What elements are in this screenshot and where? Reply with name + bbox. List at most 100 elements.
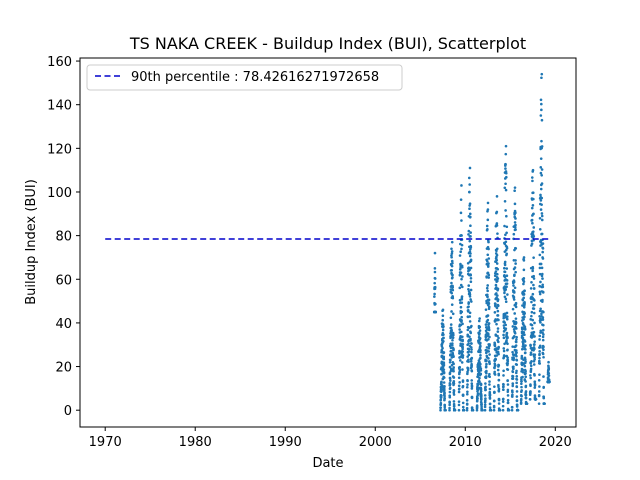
x-tick-label: 2010 xyxy=(449,435,482,450)
scatter-point xyxy=(529,287,533,290)
scatter-point xyxy=(505,331,509,335)
scatter-point xyxy=(542,355,545,359)
scatter-point xyxy=(512,328,516,331)
scatter-point xyxy=(530,242,534,245)
scatter-point xyxy=(506,348,509,352)
scatter-point xyxy=(512,365,515,369)
scatter-point xyxy=(443,392,446,395)
scatter-point xyxy=(496,294,499,297)
scatter-point xyxy=(457,408,461,412)
scatter-point xyxy=(470,346,473,349)
scatter-point xyxy=(495,249,498,253)
scatter-point xyxy=(493,274,497,278)
scatter-point xyxy=(459,198,463,201)
y-axis-ticks: 0 20 40 60 80 100 120 140 160 xyxy=(47,55,80,419)
scatter-point xyxy=(460,234,463,237)
scatter-point xyxy=(513,331,517,335)
scatter-point xyxy=(442,363,446,367)
scatter-point xyxy=(452,389,456,393)
scatter-point xyxy=(497,340,500,344)
scatter-point xyxy=(513,221,517,224)
scatter-point xyxy=(539,114,543,117)
scatter-point xyxy=(442,325,445,328)
scatter-point xyxy=(470,396,474,400)
scatter-point xyxy=(452,380,456,383)
scatter-point xyxy=(460,330,463,334)
scatter-point xyxy=(531,267,535,270)
scatter-point xyxy=(479,383,483,387)
scatter-point xyxy=(442,357,446,361)
scatter-point xyxy=(493,370,496,374)
scatter-point xyxy=(487,298,491,302)
scatter-point xyxy=(540,72,544,76)
scatter-point xyxy=(533,380,537,383)
scatter-point xyxy=(449,346,453,350)
scatter-point xyxy=(468,254,472,258)
scatter-point xyxy=(433,292,436,296)
scatter-point xyxy=(443,397,446,400)
scatter-point xyxy=(521,368,525,372)
scatter-point xyxy=(493,385,496,388)
scatter-point xyxy=(497,398,501,402)
scatter-point xyxy=(501,400,505,403)
scatter-point xyxy=(448,371,452,375)
scatter-point xyxy=(537,402,541,405)
scatter-point xyxy=(543,402,546,405)
scatter-point xyxy=(502,349,506,353)
scatter-point xyxy=(468,311,472,315)
scatter-point xyxy=(538,352,541,356)
scatter-point xyxy=(448,382,452,386)
scatter-point xyxy=(469,252,472,255)
scatter-point xyxy=(487,328,491,332)
scatter-point xyxy=(495,354,499,357)
scatter-point xyxy=(505,282,509,285)
scatter-point xyxy=(532,230,535,233)
scatter-point xyxy=(495,272,499,276)
scatter-point xyxy=(532,363,536,366)
scatter-point xyxy=(538,373,541,376)
scatter-point xyxy=(494,358,498,361)
scatter-point xyxy=(506,368,510,371)
scatter-point xyxy=(529,367,533,371)
scatter-point xyxy=(460,277,463,281)
scatter-point xyxy=(540,212,544,215)
scatter-point xyxy=(451,286,455,289)
scatter-point xyxy=(443,385,446,388)
scatter-point xyxy=(503,342,506,346)
scatter-point xyxy=(514,211,517,215)
scatter-point xyxy=(488,372,491,376)
scatter-point xyxy=(450,281,453,285)
scatter-point xyxy=(537,379,541,382)
scatter-point xyxy=(475,404,479,407)
scatter-point xyxy=(493,366,496,370)
scatter-point xyxy=(450,250,454,253)
scatter-point xyxy=(451,342,454,345)
scatter-point xyxy=(470,364,473,368)
scatter-point xyxy=(448,360,452,364)
scatter-point xyxy=(541,242,545,245)
scatter-point xyxy=(530,314,533,318)
scatter-point xyxy=(539,199,543,202)
scatter-point xyxy=(538,385,541,388)
scatter-point xyxy=(521,370,525,374)
scatter-point xyxy=(468,183,471,186)
scatter-point xyxy=(514,371,518,375)
scatter-point xyxy=(522,280,526,283)
scatter-point xyxy=(522,296,526,300)
scatter-point xyxy=(493,320,497,323)
scatter-point xyxy=(470,382,474,385)
scatter-point xyxy=(511,393,514,397)
scatter-point xyxy=(531,204,535,207)
scatter-point xyxy=(538,338,541,341)
scatter-point xyxy=(504,288,508,291)
scatter-point xyxy=(529,351,533,355)
scatter-point xyxy=(452,333,455,337)
scatter-point xyxy=(439,408,442,412)
scatter-point xyxy=(481,408,484,412)
scatter-point xyxy=(541,316,545,319)
scatter-point xyxy=(524,393,528,397)
scatter-point xyxy=(540,218,544,222)
scatter-point xyxy=(488,406,492,409)
scatter-point xyxy=(503,186,507,190)
scatter-point xyxy=(479,369,483,372)
